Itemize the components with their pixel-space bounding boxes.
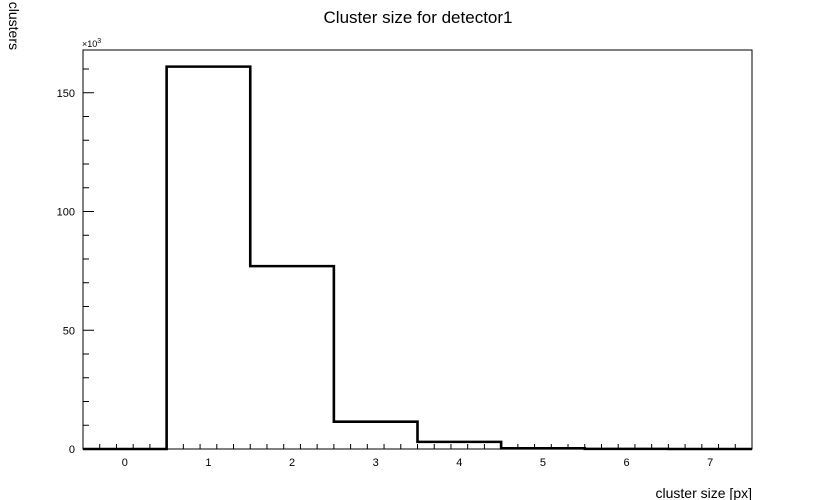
y-tick-label: 50 (63, 325, 75, 337)
histogram-bin (334, 422, 418, 449)
x-tick-label: 4 (456, 457, 462, 469)
y-tick-label: 0 (69, 444, 75, 456)
chart-title: Cluster size for detector1 (324, 8, 513, 27)
x-tick-label: 0 (122, 457, 128, 469)
x-tick-label: 1 (205, 457, 211, 469)
histogram-bin (250, 266, 334, 449)
y-axis-title: clusters (6, 2, 22, 50)
x-tick-label: 6 (624, 457, 630, 469)
x-tick-label: 3 (373, 457, 379, 469)
x-tick-label: 7 (707, 457, 713, 469)
histogram-bins (83, 65, 752, 451)
x-axis-title: cluster size [px] (656, 485, 752, 500)
plot-frame (82, 49, 753, 450)
x-tick-label: 5 (540, 457, 546, 469)
y-tick-label: 100 (57, 207, 75, 219)
histogram-bin (418, 442, 502, 449)
axis-ticks: 0 1 2 3 4 5 6 7 0 50 100 150 (57, 68, 753, 469)
y-axis-multiplier-base: ×10 (82, 39, 97, 49)
x-tick-label: 2 (289, 457, 295, 469)
y-tick-label: 150 (57, 88, 75, 100)
y-axis-multiplier: ×103 (82, 38, 101, 49)
y-axis-multiplier-exponent: 3 (97, 38, 101, 45)
histogram-bin (167, 67, 251, 449)
